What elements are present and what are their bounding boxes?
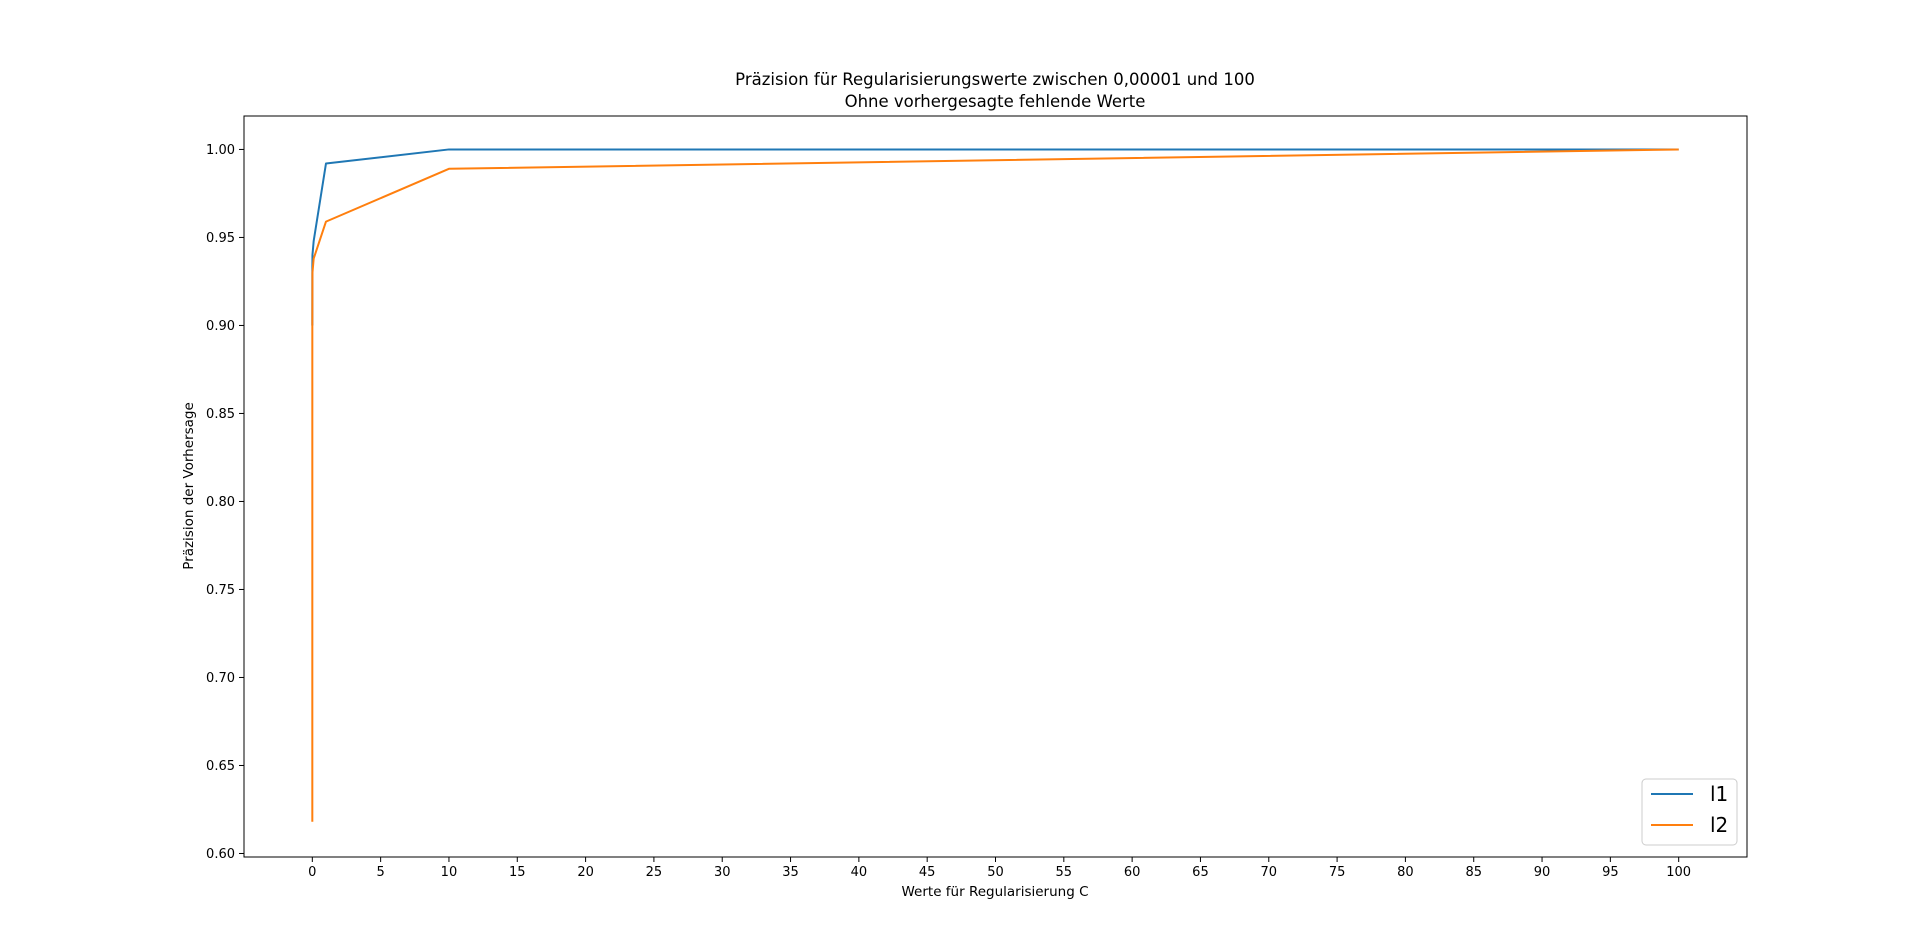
x-tick-label: 25 — [646, 865, 663, 880]
x-tick-label: 100 — [1666, 865, 1691, 880]
x-tick-label: 90 — [1534, 865, 1551, 880]
legend-box — [1641, 778, 1738, 846]
y-tick-label: 0.70 — [206, 671, 235, 686]
y-tick-label: 1.00 — [206, 143, 235, 158]
series-line-l1 — [311, 148, 1679, 326]
chart-title: Präzision für Regularisierungswerte zwis… — [735, 70, 1255, 89]
x-tick-label: 95 — [1602, 865, 1619, 880]
x-tick-label: 70 — [1260, 865, 1277, 880]
x-tick-label: 10 — [441, 865, 458, 880]
chart-subtitle: Ohne vorhergesagte fehlende Werte — [845, 92, 1146, 111]
x-tick-label: 20 — [577, 865, 594, 880]
x-tick-label: 15 — [509, 865, 526, 880]
legend-label-l1: l1 — [1710, 782, 1728, 806]
series-lines — [311, 148, 1679, 822]
plot-frame — [243, 115, 1748, 858]
x-tick-label: 5 — [376, 865, 384, 880]
legend: l1 l2 — [1641, 778, 1738, 846]
y-tick-label: 0.85 — [206, 407, 235, 422]
x-tick-label: 55 — [1056, 865, 1073, 880]
y-tick-label: 0.65 — [206, 759, 235, 774]
x-tick-label: 85 — [1465, 865, 1482, 880]
y-tick-label: 0.95 — [206, 231, 235, 246]
y-tick-label: 0.75 — [206, 583, 235, 598]
x-tick-label: 45 — [919, 865, 936, 880]
plot-area: 0 5 10 15 20 25 30 35 40 45 50 55 60 65 70 75 80 85 90 95 10… — [206, 115, 1748, 880]
x-tick-label: 75 — [1329, 865, 1346, 880]
y-tick-label: 0.80 — [206, 495, 235, 510]
x-tick-label: 0 — [308, 865, 316, 880]
x-tick-label: 60 — [1124, 865, 1141, 880]
y-tick-label: 0.90 — [206, 319, 235, 334]
x-tick-label: 50 — [987, 865, 1004, 880]
y-tick-label: 0.60 — [206, 847, 235, 862]
x-tick-label: 40 — [851, 865, 868, 880]
x-tick-label: 30 — [714, 865, 731, 880]
x-tick-label: 35 — [782, 865, 799, 880]
legend-label-l2: l2 — [1710, 813, 1728, 837]
y-axis: 0.60 0.65 0.70 0.75 0.80 0.85 0.90 0.95 1.00 — [206, 143, 244, 862]
y-axis-title: Präzision der Vorhersage — [181, 402, 197, 570]
x-axis: 0 5 10 15 20 25 30 35 40 45 50 55 60 65 70 75 80 85 90 95 10… — [308, 857, 1691, 880]
x-tick-label: 65 — [1192, 865, 1209, 880]
x-tick-label: 80 — [1397, 865, 1414, 880]
series-line-l2 — [311, 148, 1679, 822]
x-axis-title: Werte für Regularisierung C — [901, 884, 1088, 900]
